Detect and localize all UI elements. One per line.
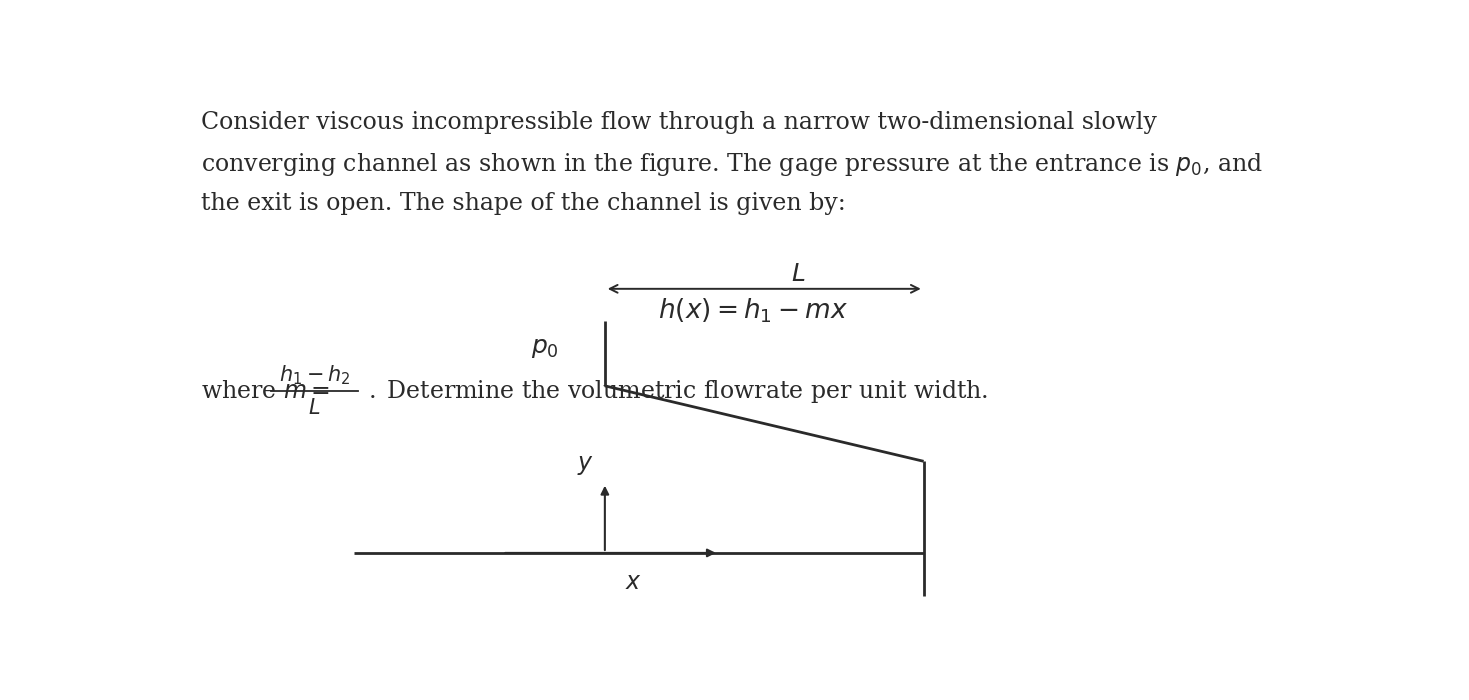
Text: $L$: $L$ (792, 263, 805, 286)
Text: $h(x) = h_1 - mx$: $h(x) = h_1 - mx$ (658, 296, 848, 325)
Text: $h_1-h_2$: $h_1-h_2$ (279, 363, 351, 387)
Text: $y$: $y$ (577, 454, 593, 477)
Text: . $\,$Determine the volumetric flowrate per unit width.: . $\,$Determine the volumetric flowrate … (369, 378, 989, 405)
Text: $p_0$: $p_0$ (532, 337, 560, 360)
Text: the exit is open. The shape of the channel is given by:: the exit is open. The shape of the chann… (201, 192, 846, 215)
Text: $L$: $L$ (308, 398, 320, 419)
Text: converging channel as shown in the figure. The gage pressure at the entrance is : converging channel as shown in the figur… (201, 151, 1262, 178)
Text: $x$: $x$ (624, 571, 642, 594)
Text: where $m =\,$: where $m =\,$ (201, 379, 329, 402)
Text: Consider viscous incompressible flow through a narrow two-dimensional slowly: Consider viscous incompressible flow thr… (201, 111, 1156, 134)
